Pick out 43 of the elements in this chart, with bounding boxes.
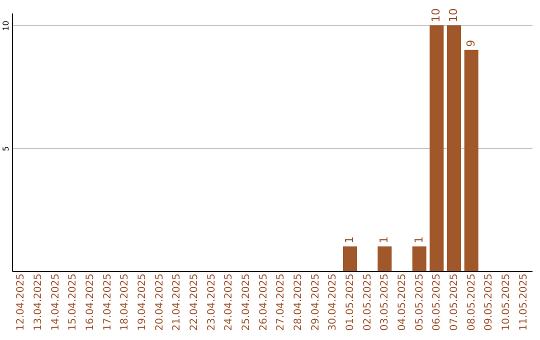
x-tick-label: 13.04.2025 [33, 274, 44, 331]
x-tick-label: 11.05.2025 [518, 274, 530, 331]
bar [378, 246, 392, 271]
x-tick-label: 27.04.2025 [276, 274, 287, 331]
bar [343, 246, 357, 271]
x-tick-label: 02.05.2025 [362, 274, 374, 331]
x-tick-label: 20.04.2025 [154, 274, 166, 331]
x-tick-label: 29.04.2025 [310, 274, 322, 331]
x-tick-label: 26.04.2025 [258, 274, 270, 331]
x-tick-label: 24.04.2025 [224, 274, 235, 331]
x-tick-label: 21.04.2025 [172, 274, 183, 331]
x-tick-label: 01.05.2025 [345, 274, 356, 331]
x-tick-label: 08.05.2025 [466, 274, 478, 331]
x-tick-label: 14.04.2025 [50, 274, 62, 331]
x-tick-label: 06.05.2025 [432, 274, 443, 331]
data-label: 1 [378, 236, 391, 244]
x-tick-label: 03.05.2025 [380, 274, 391, 331]
bar [464, 50, 478, 271]
x-tick-label: 28.04.2025 [293, 274, 304, 331]
y-tick-label: 5 [2, 146, 10, 152]
x-tick-label: 05.05.2025 [414, 274, 426, 331]
x-tick-label: 25.04.2025 [241, 274, 252, 331]
x-tick-label: 04.05.2025 [397, 274, 408, 331]
x-tick-label: 10.05.2025 [501, 274, 512, 331]
x-tick-label: 19.04.2025 [137, 274, 148, 331]
bar [430, 25, 444, 271]
bar [412, 246, 426, 271]
data-label: 10 [447, 8, 460, 22]
x-tick-label: 23.04.2025 [206, 274, 218, 331]
data-label: 9 [464, 40, 478, 47]
x-tick-label: 18.04.2025 [120, 274, 131, 331]
bar [447, 25, 461, 271]
data-label: 10 [430, 8, 443, 22]
x-tick-label: 16.04.2025 [85, 274, 96, 331]
x-tick-label: 09.05.2025 [484, 274, 495, 331]
x-tick-label: 17.04.2025 [102, 274, 114, 331]
data-label: 1 [343, 236, 356, 244]
data-label: 1 [412, 236, 426, 244]
x-tick-label: 07.05.2025 [449, 274, 460, 331]
x-tick-label: 22.04.2025 [189, 274, 200, 331]
x-tick-label: 30.04.2025 [328, 274, 339, 331]
x-tick-label: 12.04.2025 [16, 274, 27, 331]
x-tick-label: 15.04.2025 [68, 274, 79, 331]
